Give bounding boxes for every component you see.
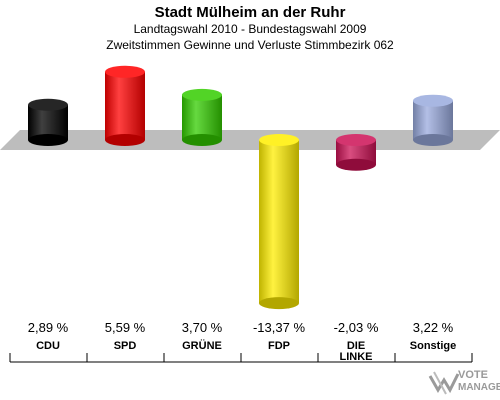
chart-subtitle-district: Zweitstimmen Gewinne und Verluste Stimmb… [106, 38, 394, 52]
bar-top [259, 134, 299, 146]
logo-text-vote: VOTE [458, 369, 488, 381]
bar-base [336, 158, 376, 171]
bar-top [28, 98, 68, 111]
chart-title: Stadt Mülheim an der Ruhr [154, 4, 346, 21]
bar-top [336, 134, 376, 146]
value-label: -2,03 % [334, 320, 379, 335]
value-label: 5,59 % [105, 320, 146, 335]
bar-fdp [259, 134, 299, 310]
bar-base [105, 134, 145, 146]
bar-top [413, 94, 453, 107]
category-label: CDU [36, 340, 60, 352]
category-label: GRÜNE [182, 339, 222, 352]
bar-body [259, 140, 299, 304]
value-label: -13,37 % [253, 320, 305, 335]
chart-subtitle-election: Landtagswahl 2010 - Bundestagswahl 2009 [133, 22, 367, 36]
bar-grüne [182, 88, 222, 146]
bar-top [182, 88, 222, 101]
category-label: Sonstige [410, 340, 456, 352]
category-label: LINKE [340, 351, 373, 363]
bar-body [182, 94, 222, 140]
category-label: SPD [114, 340, 137, 352]
bar-top [105, 65, 145, 78]
bar-base [28, 134, 68, 146]
value-label: 3,22 % [413, 320, 454, 335]
bar-base [182, 134, 222, 146]
bar-sonstige [413, 94, 453, 146]
bar-base [259, 297, 299, 310]
value-label: 3,70 % [182, 320, 223, 335]
bar-spd [105, 65, 145, 146]
bar-body [105, 71, 145, 140]
value-label: 2,89 % [28, 320, 69, 335]
logo-text-manager: MANAGER [458, 382, 500, 393]
bar-cdu [28, 98, 68, 146]
bar-body [413, 100, 453, 140]
bar-die-linke [336, 134, 376, 171]
vote-manager-logo-icon [428, 371, 460, 395]
category-label: DIE [347, 340, 365, 352]
category-label: FDP [268, 340, 290, 352]
bar-base [413, 134, 453, 146]
